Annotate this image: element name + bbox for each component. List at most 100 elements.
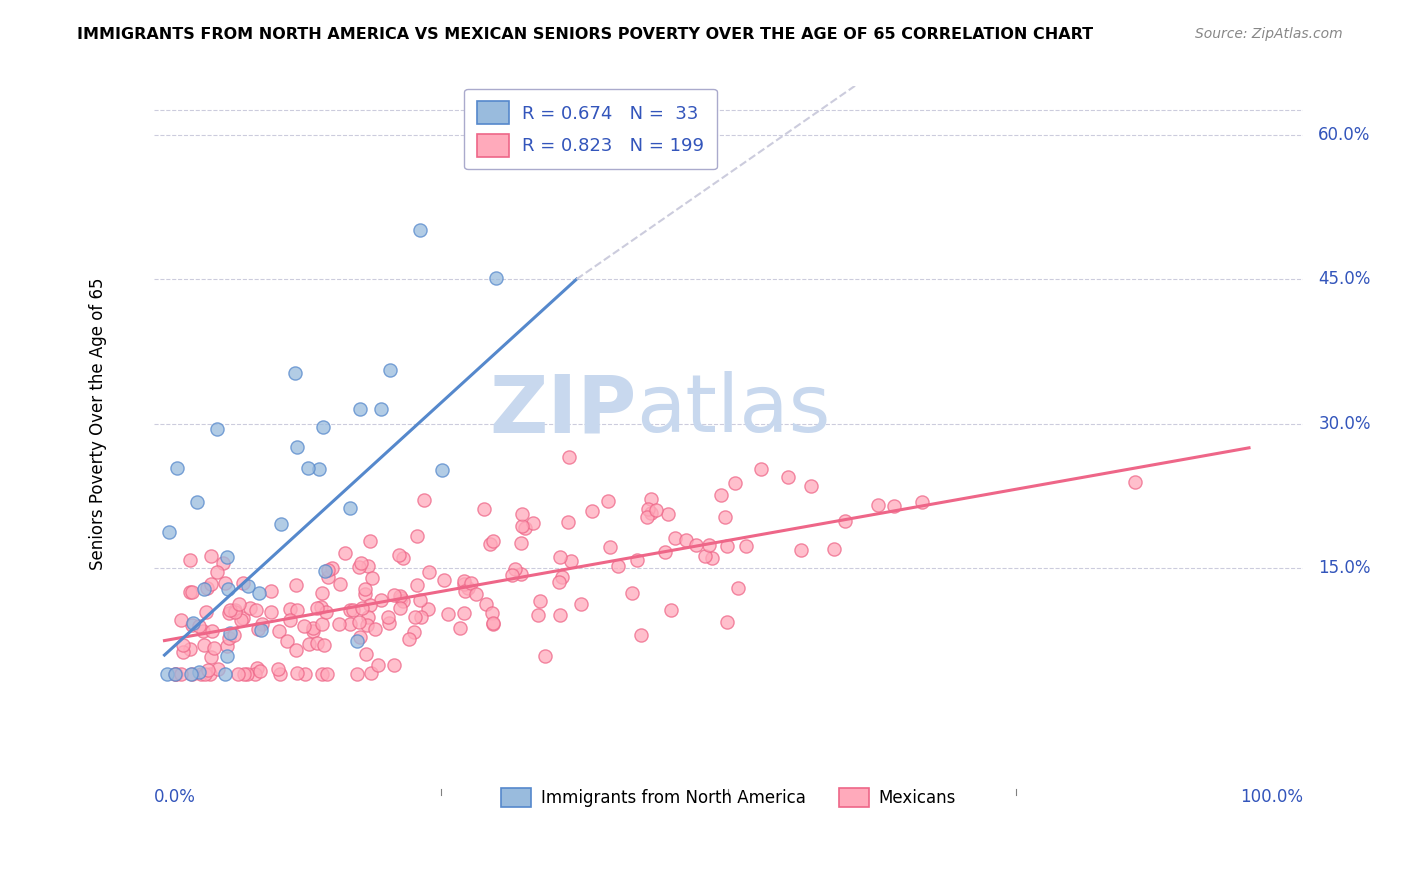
Point	[249, 664, 271, 678]
Point	[163, 667, 186, 681]
Point	[353, 582, 375, 596]
Point	[195, 581, 218, 595]
Point	[630, 628, 652, 642]
Point	[433, 573, 456, 587]
Point	[316, 563, 339, 577]
Point	[191, 624, 214, 638]
Point	[453, 574, 475, 588]
Point	[398, 632, 420, 647]
Point	[188, 665, 211, 679]
Point	[276, 633, 298, 648]
Point	[464, 587, 486, 601]
Point	[548, 549, 571, 564]
Point	[180, 667, 202, 681]
Point	[823, 542, 845, 557]
Point	[180, 618, 202, 632]
Point	[911, 494, 934, 508]
Point	[724, 475, 747, 490]
Point	[413, 492, 436, 507]
Point	[697, 538, 720, 552]
Point	[194, 667, 217, 681]
Point	[239, 600, 262, 615]
Point	[314, 565, 336, 579]
Point	[212, 556, 235, 570]
Point	[179, 642, 201, 657]
Point	[207, 662, 229, 676]
Point	[214, 667, 236, 681]
Point	[883, 500, 905, 514]
Text: 15.0%: 15.0%	[1319, 559, 1371, 577]
Point	[235, 667, 257, 681]
Point	[238, 579, 260, 593]
Point	[285, 603, 308, 617]
Point	[478, 536, 501, 550]
Point	[436, 607, 458, 621]
Point	[190, 667, 212, 681]
Point	[868, 498, 890, 512]
Point	[596, 494, 619, 508]
Point	[685, 538, 707, 552]
Point	[347, 615, 370, 629]
Point	[800, 479, 823, 493]
Point	[219, 626, 242, 640]
Point	[312, 638, 335, 652]
Point	[352, 600, 374, 615]
Point	[157, 524, 180, 539]
Point	[472, 502, 495, 516]
Text: 100.0%: 100.0%	[1240, 788, 1303, 806]
Point	[557, 515, 579, 529]
Point	[350, 556, 373, 570]
Point	[193, 638, 215, 652]
Point	[380, 363, 402, 377]
Point	[232, 667, 254, 681]
Point	[834, 514, 856, 528]
Point	[790, 542, 813, 557]
Point	[267, 662, 290, 676]
Point	[510, 536, 533, 550]
Point	[294, 667, 316, 681]
Point	[522, 516, 544, 530]
Point	[316, 570, 339, 584]
Point	[501, 567, 523, 582]
Point	[636, 510, 658, 524]
Text: 45.0%: 45.0%	[1319, 270, 1371, 288]
Point	[328, 617, 350, 632]
Point	[315, 605, 337, 619]
Text: atlas: atlas	[637, 371, 831, 450]
Point	[637, 502, 659, 516]
Point	[346, 667, 368, 681]
Point	[179, 584, 201, 599]
Point	[321, 561, 343, 575]
Point	[460, 576, 482, 591]
Text: IMMIGRANTS FROM NORTH AMERICA VS MEXICAN SENIORS POVERTY OVER THE AGE OF 65 CORR: IMMIGRANTS FROM NORTH AMERICA VS MEXICAN…	[77, 27, 1094, 42]
Point	[207, 565, 229, 579]
Point	[512, 519, 534, 533]
Point	[735, 539, 758, 553]
Point	[409, 223, 432, 237]
Point	[193, 582, 215, 597]
Point	[179, 552, 201, 566]
Point	[218, 603, 240, 617]
Point	[640, 506, 662, 520]
Point	[485, 270, 508, 285]
Text: ZIP: ZIP	[489, 371, 637, 450]
Point	[339, 501, 361, 516]
Text: 60.0%: 60.0%	[1319, 126, 1371, 144]
Point	[378, 615, 401, 630]
Point	[298, 637, 321, 651]
Point	[1123, 475, 1146, 489]
Point	[675, 533, 697, 547]
Point	[285, 665, 308, 680]
Point	[569, 598, 592, 612]
Point	[377, 610, 399, 624]
Point	[361, 571, 384, 585]
Point	[370, 402, 392, 417]
Point	[346, 634, 368, 648]
Point	[229, 613, 252, 627]
Point	[702, 551, 724, 566]
Point	[449, 621, 471, 635]
Point	[311, 617, 333, 632]
Point	[548, 574, 571, 589]
Point	[503, 561, 526, 575]
Point	[260, 605, 283, 619]
